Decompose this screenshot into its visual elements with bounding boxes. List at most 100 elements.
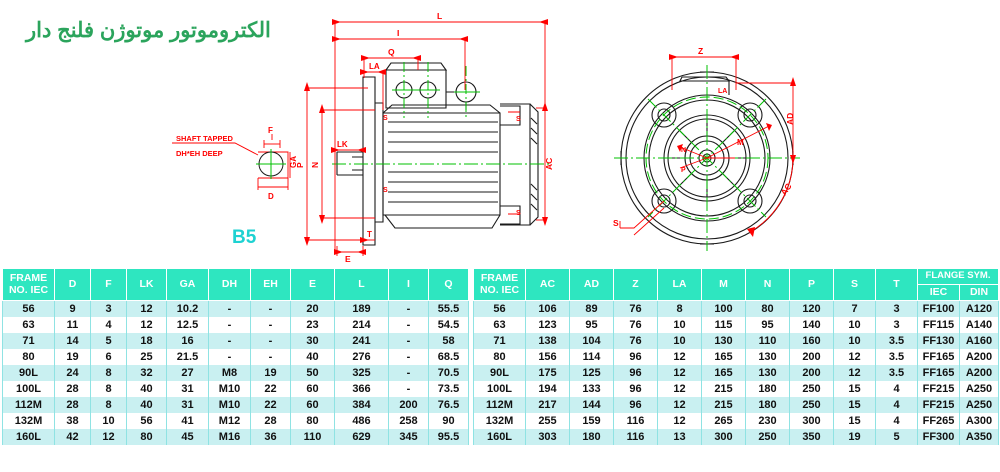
col-header-LA: LA bbox=[657, 268, 702, 301]
cell-value: 250 bbox=[789, 381, 834, 397]
cell-value: FF100 bbox=[917, 300, 960, 317]
end-view-bolt-circle bbox=[645, 96, 769, 220]
cell-frame-no: 160L bbox=[473, 429, 526, 445]
col-header-flange-din: DIN bbox=[958, 284, 1000, 301]
cell-value: 11 bbox=[54, 317, 91, 333]
table-row: 112M 28 8 40 31 M10 22 60 384 200 76.5 bbox=[2, 397, 469, 413]
cell-value: 12 bbox=[833, 349, 876, 365]
cell-value: FF215 bbox=[917, 381, 960, 397]
col-header-GA: GA bbox=[166, 268, 209, 301]
cell-value: 19 bbox=[54, 349, 91, 365]
table-row: 56 9 3 12 10.2- -20 189-55.5 bbox=[2, 300, 469, 317]
cell-value: 159 bbox=[569, 413, 614, 429]
cell-value: - bbox=[250, 333, 291, 349]
cell-value: 486 bbox=[334, 413, 389, 429]
cell-value: 12 bbox=[90, 429, 127, 445]
cell-value: - bbox=[388, 333, 429, 349]
cell-value: 258 bbox=[388, 413, 429, 429]
cell-value: 28 bbox=[54, 397, 91, 413]
cell-value: 76.5 bbox=[428, 397, 469, 413]
label-S-end: S bbox=[613, 218, 619, 228]
shaft-centerlines bbox=[256, 149, 286, 179]
cell-value: 89 bbox=[569, 300, 614, 317]
cell-value: 200 bbox=[789, 365, 834, 381]
cell-value: 10 bbox=[657, 317, 702, 333]
cell-value: 8 bbox=[90, 365, 127, 381]
cell-value: 10 bbox=[833, 317, 876, 333]
label-F: F bbox=[268, 126, 273, 135]
cell-value: 230 bbox=[745, 413, 790, 429]
cell-value: 31 bbox=[166, 381, 209, 397]
col-header-S: S bbox=[833, 268, 876, 301]
cell-value: 110 bbox=[290, 429, 335, 445]
label-N: N bbox=[310, 162, 320, 168]
cell-frame-no: 56 bbox=[473, 300, 526, 317]
cell-value: 106 bbox=[525, 300, 570, 317]
col-header-AD: AD bbox=[569, 268, 614, 301]
label-N-end: N bbox=[681, 147, 686, 154]
table-row: 132M 255 159 116 12 265 230 300 15 4 FF265 A300 bbox=[473, 413, 1000, 429]
cell-value: 10 bbox=[657, 333, 702, 349]
cell-value: 3 bbox=[90, 300, 127, 317]
label-L: L bbox=[437, 11, 442, 21]
cell-value: 18 bbox=[126, 333, 167, 349]
technical-drawing: SHAFT TAPPED DH*EH DEEP F D GA B5 bbox=[172, 11, 800, 262]
frame-header-line1: FRAME bbox=[9, 271, 48, 284]
col-header-I: I bbox=[388, 268, 429, 301]
dimension-tables: FRAME NO. IEC D F LK GA DH EH E L I Q 56… bbox=[0, 268, 1000, 472]
label-E: E bbox=[345, 254, 351, 262]
cell-value: 70.5 bbox=[428, 365, 469, 381]
cell-value: M12 bbox=[208, 413, 251, 429]
left-dimension-table: FRAME NO. IEC D F LK GA DH EH E L I Q 56… bbox=[2, 268, 469, 445]
cell-value: 200 bbox=[789, 349, 834, 365]
label-D: D bbox=[268, 192, 274, 201]
cell-value: 5 bbox=[90, 333, 127, 349]
cell-value: 123 bbox=[525, 317, 570, 333]
right-table-head: FRAME NO. IEC AC AD Z LA M N P S T FLANG… bbox=[473, 268, 1000, 301]
cell-value: 9 bbox=[54, 300, 91, 317]
label-AD: AD bbox=[785, 113, 795, 125]
cell-value: 80 bbox=[290, 413, 335, 429]
cell-frame-no: 100L bbox=[2, 381, 55, 397]
cell-value: 629 bbox=[334, 429, 389, 445]
table-row: 112M 217 144 96 12 215 180 250 15 4 FF215 A250 bbox=[473, 397, 1000, 413]
cell-value: - bbox=[208, 317, 251, 333]
table-row: 90L 24 8 32 27 M8 19 50 325-70.5 bbox=[2, 365, 469, 381]
cell-value: - bbox=[208, 300, 251, 317]
col-header-Q: Q bbox=[428, 268, 469, 301]
table-row: 100L 28 8 40 31 M10 22 60 366-73.5 bbox=[2, 381, 469, 397]
cell-value: 217 bbox=[525, 397, 570, 413]
cell-value: 58 bbox=[428, 333, 469, 349]
cell-value: M10 bbox=[208, 381, 251, 397]
label-LK: LK bbox=[337, 140, 348, 149]
table-row: 100L 194 133 96 12 215 180 250 15 4 FF215 A250 bbox=[473, 381, 1000, 397]
cell-value: 76 bbox=[613, 317, 658, 333]
cell-frame-no: 100L bbox=[473, 381, 526, 397]
cell-value: 12.5 bbox=[166, 317, 209, 333]
cell-frame-no: 71 bbox=[2, 333, 55, 349]
cell-value: 133 bbox=[569, 381, 614, 397]
cell-value: 56 bbox=[126, 413, 167, 429]
cell-value: 20 bbox=[290, 300, 335, 317]
cell-value: 25 bbox=[126, 349, 167, 365]
cell-value: 16 bbox=[166, 333, 209, 349]
col-header-EH: EH bbox=[250, 268, 291, 301]
left-table-head: FRAME NO. IEC D F LK GA DH EH E L I Q bbox=[2, 268, 469, 301]
cell-value: 4 bbox=[90, 317, 127, 333]
cell-value: 7 bbox=[833, 300, 876, 317]
label-I: I bbox=[397, 28, 399, 38]
cell-frame-no: 160L bbox=[2, 429, 55, 445]
cell-value: 250 bbox=[745, 429, 790, 445]
cell-value: A140 bbox=[958, 317, 1000, 333]
cell-value: 130 bbox=[701, 333, 746, 349]
cell-frame-no: 90L bbox=[2, 365, 55, 381]
cell-frame-no: 112M bbox=[2, 397, 55, 413]
col-header-LK: LK bbox=[126, 268, 167, 301]
col-header-L: L bbox=[334, 268, 389, 301]
cell-value: 265 bbox=[701, 413, 746, 429]
cell-value: 144 bbox=[569, 397, 614, 413]
cell-value: 325 bbox=[334, 365, 389, 381]
cell-value: 96 bbox=[613, 349, 658, 365]
cell-value: 180 bbox=[569, 429, 614, 445]
